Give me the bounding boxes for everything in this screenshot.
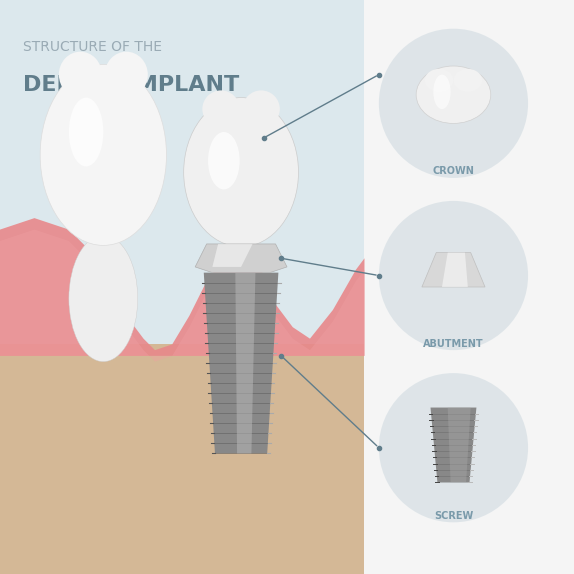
Ellipse shape [59, 52, 102, 98]
Text: SCREW: SCREW [434, 511, 473, 521]
Ellipse shape [379, 29, 528, 178]
Ellipse shape [69, 98, 103, 166]
Polygon shape [204, 273, 278, 453]
Ellipse shape [203, 91, 240, 128]
Polygon shape [0, 230, 364, 362]
Polygon shape [430, 408, 476, 482]
Ellipse shape [69, 235, 138, 362]
Ellipse shape [379, 201, 528, 350]
Ellipse shape [208, 132, 240, 189]
Ellipse shape [425, 69, 453, 92]
Ellipse shape [379, 373, 528, 522]
Text: DENTAL IMPLANT: DENTAL IMPLANT [23, 75, 239, 95]
Ellipse shape [416, 66, 491, 123]
Ellipse shape [40, 65, 166, 246]
Polygon shape [195, 244, 287, 273]
Ellipse shape [453, 69, 482, 92]
Ellipse shape [184, 98, 298, 247]
FancyBboxPatch shape [364, 0, 574, 574]
Text: ABUTMENT: ABUTMENT [423, 339, 484, 348]
Polygon shape [235, 273, 255, 453]
Text: CROWN: CROWN [433, 166, 474, 176]
Ellipse shape [104, 52, 148, 98]
Polygon shape [448, 408, 471, 482]
Text: STRUCTURE OF THE: STRUCTURE OF THE [23, 40, 162, 54]
Polygon shape [442, 253, 468, 287]
Polygon shape [0, 218, 364, 356]
Polygon shape [212, 244, 253, 267]
Ellipse shape [242, 91, 280, 128]
FancyBboxPatch shape [0, 0, 364, 574]
FancyBboxPatch shape [0, 344, 364, 574]
Ellipse shape [433, 75, 451, 109]
Polygon shape [422, 253, 485, 287]
